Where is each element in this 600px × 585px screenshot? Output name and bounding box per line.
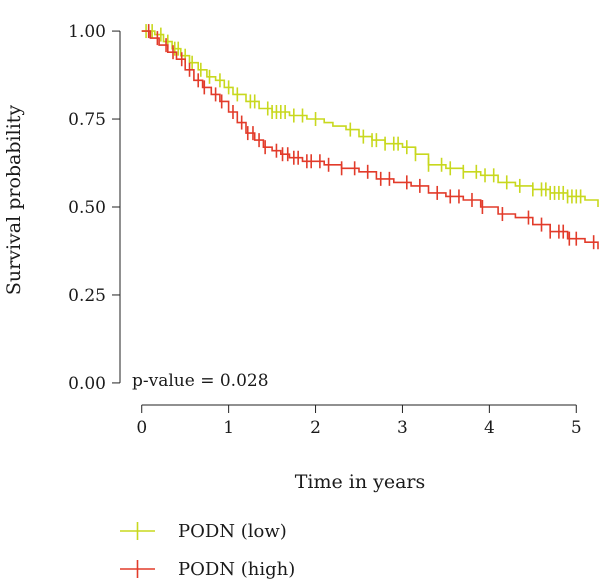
y-axis-title: Survival probability bbox=[3, 105, 25, 296]
x-axis-title: Time in years bbox=[295, 471, 426, 493]
survival-curve-low bbox=[141, 30, 599, 207]
survival-curve-high bbox=[141, 30, 599, 250]
x-tick-label: 1 bbox=[223, 418, 234, 438]
legend-label-low: PODN (low) bbox=[178, 521, 287, 542]
x-tick-label: 0 bbox=[136, 418, 147, 438]
y-tick-label: 1.00 bbox=[68, 22, 106, 42]
y-tick-label: 0.25 bbox=[68, 286, 106, 306]
x-tick-label: 3 bbox=[397, 418, 408, 438]
plot-area bbox=[141, 24, 599, 250]
legend-label-high: PODN (high) bbox=[178, 559, 295, 580]
x-tick-label: 5 bbox=[571, 418, 582, 438]
x-axis: 0 1 2 3 4 5 bbox=[136, 404, 582, 438]
y-tick-label: 0.75 bbox=[68, 110, 106, 130]
legend: PODN (low) PODN (high) bbox=[120, 521, 295, 580]
p-value-annotation: p-value = 0.028 bbox=[132, 371, 269, 391]
x-tick-label: 4 bbox=[484, 418, 495, 438]
x-tick-label: 2 bbox=[310, 418, 321, 438]
y-tick-label: 0.00 bbox=[68, 374, 106, 394]
y-axis: 0.00 0.25 0.50 0.75 1.00 bbox=[68, 22, 121, 394]
y-tick-label: 0.50 bbox=[68, 198, 106, 218]
